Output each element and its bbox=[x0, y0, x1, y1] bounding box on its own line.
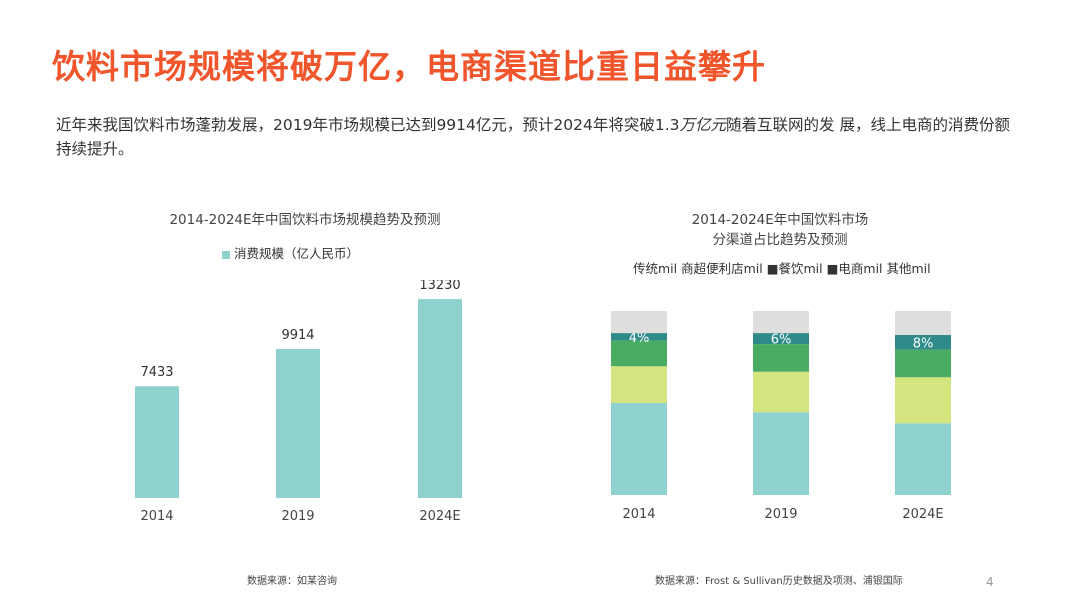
x-tick-label: 2019 bbox=[281, 509, 314, 524]
segment-商超便利店-2019 bbox=[753, 371, 809, 413]
x-tick-label: 2014 bbox=[140, 509, 173, 524]
segment-商超便利店-2024E bbox=[895, 377, 951, 424]
right-chart-source: 数据来源：Frost & Sullivan历史数据及项测、浦银国际 bbox=[655, 576, 903, 587]
intro-paragraph: 近年来我国饮料市场蓬勃发展，2019年市场规模已达到9914亿元，预计2024年… bbox=[56, 113, 1016, 161]
segment-传统-2014 bbox=[611, 403, 667, 495]
x-tick-label: 2024E bbox=[419, 509, 460, 524]
segment-传统-2019 bbox=[753, 412, 809, 495]
left-chart-legend: 消费规模（亿人民币） bbox=[222, 243, 359, 262]
segment-其他-2024E bbox=[895, 311, 951, 335]
segment-餐饮-2019 bbox=[753, 344, 809, 372]
segment-商超便利店-2014 bbox=[611, 366, 667, 403]
bar-value-label: 13230 bbox=[419, 280, 460, 293]
left-chart-title: 2014-2024E年中国饮料市场规模趋势及预测 bbox=[169, 212, 441, 228]
bar-2014 bbox=[135, 386, 179, 498]
bar-2019 bbox=[276, 348, 320, 498]
segment-电商-2024E bbox=[895, 334, 951, 350]
right-chart-title: 2014-2024E年中国饮料市场 分渠道占比趋势及预测 bbox=[600, 210, 960, 250]
x-tick-label: 2024E bbox=[902, 507, 943, 522]
intro-text-part2: 随着互联网的发 展，线上电商的消费份额持续提升。 bbox=[56, 116, 1010, 158]
segment-餐饮-2014 bbox=[611, 340, 667, 367]
right-chart-title-line2: 分渠道占比趋势及预测 bbox=[712, 232, 848, 248]
page-number: 4 bbox=[986, 575, 994, 589]
right-chart-title-line1: 2014-2024E年中国饮料市场 bbox=[691, 212, 869, 228]
x-tick-label: 2019 bbox=[764, 507, 797, 522]
right-chart-legend: 传统mil 商超便利店mil ■餐饮mil ■电商mil 其他mil bbox=[633, 261, 931, 276]
legend-swatch-icon bbox=[222, 250, 230, 259]
segment-传统-2024E bbox=[895, 423, 951, 495]
segment-餐饮-2024E bbox=[895, 349, 951, 378]
left-chart-legend-label: 消费规模（亿人民币） bbox=[234, 246, 360, 261]
segment-电商-2019 bbox=[753, 333, 809, 345]
intro-text-part1: 近年来我国饮料市场蓬勃发展，2019年市场规模已达到9914亿元，预计2024年… bbox=[56, 116, 680, 134]
bar-value-label: 7433 bbox=[140, 365, 173, 380]
left-bar-chart: 7433 2014 9914 2019 13230 2024E bbox=[135, 280, 462, 524]
intro-text-italic: 万亿元 bbox=[679, 116, 727, 134]
right-stacked-chart: 4% 2014 6% 2019 8% 2024E bbox=[611, 311, 951, 522]
x-tick-label: 2014 bbox=[622, 507, 655, 522]
ecommerce-share-label: 6% bbox=[771, 333, 792, 348]
bar-value-label: 9914 bbox=[281, 328, 314, 343]
left-chart-source: 数据来源：如某咨询 bbox=[247, 576, 337, 587]
segment-其他-2019 bbox=[753, 311, 809, 334]
segment-电商-2014 bbox=[611, 333, 667, 341]
ecommerce-share-label: 4% bbox=[629, 331, 650, 346]
page-title: 饮料市场规模将破万亿，电商渠道比重日益攀升 bbox=[52, 47, 766, 86]
bar-2024E bbox=[418, 299, 462, 498]
segment-其他-2014 bbox=[611, 311, 667, 334]
ecommerce-share-label: 8% bbox=[913, 336, 934, 351]
